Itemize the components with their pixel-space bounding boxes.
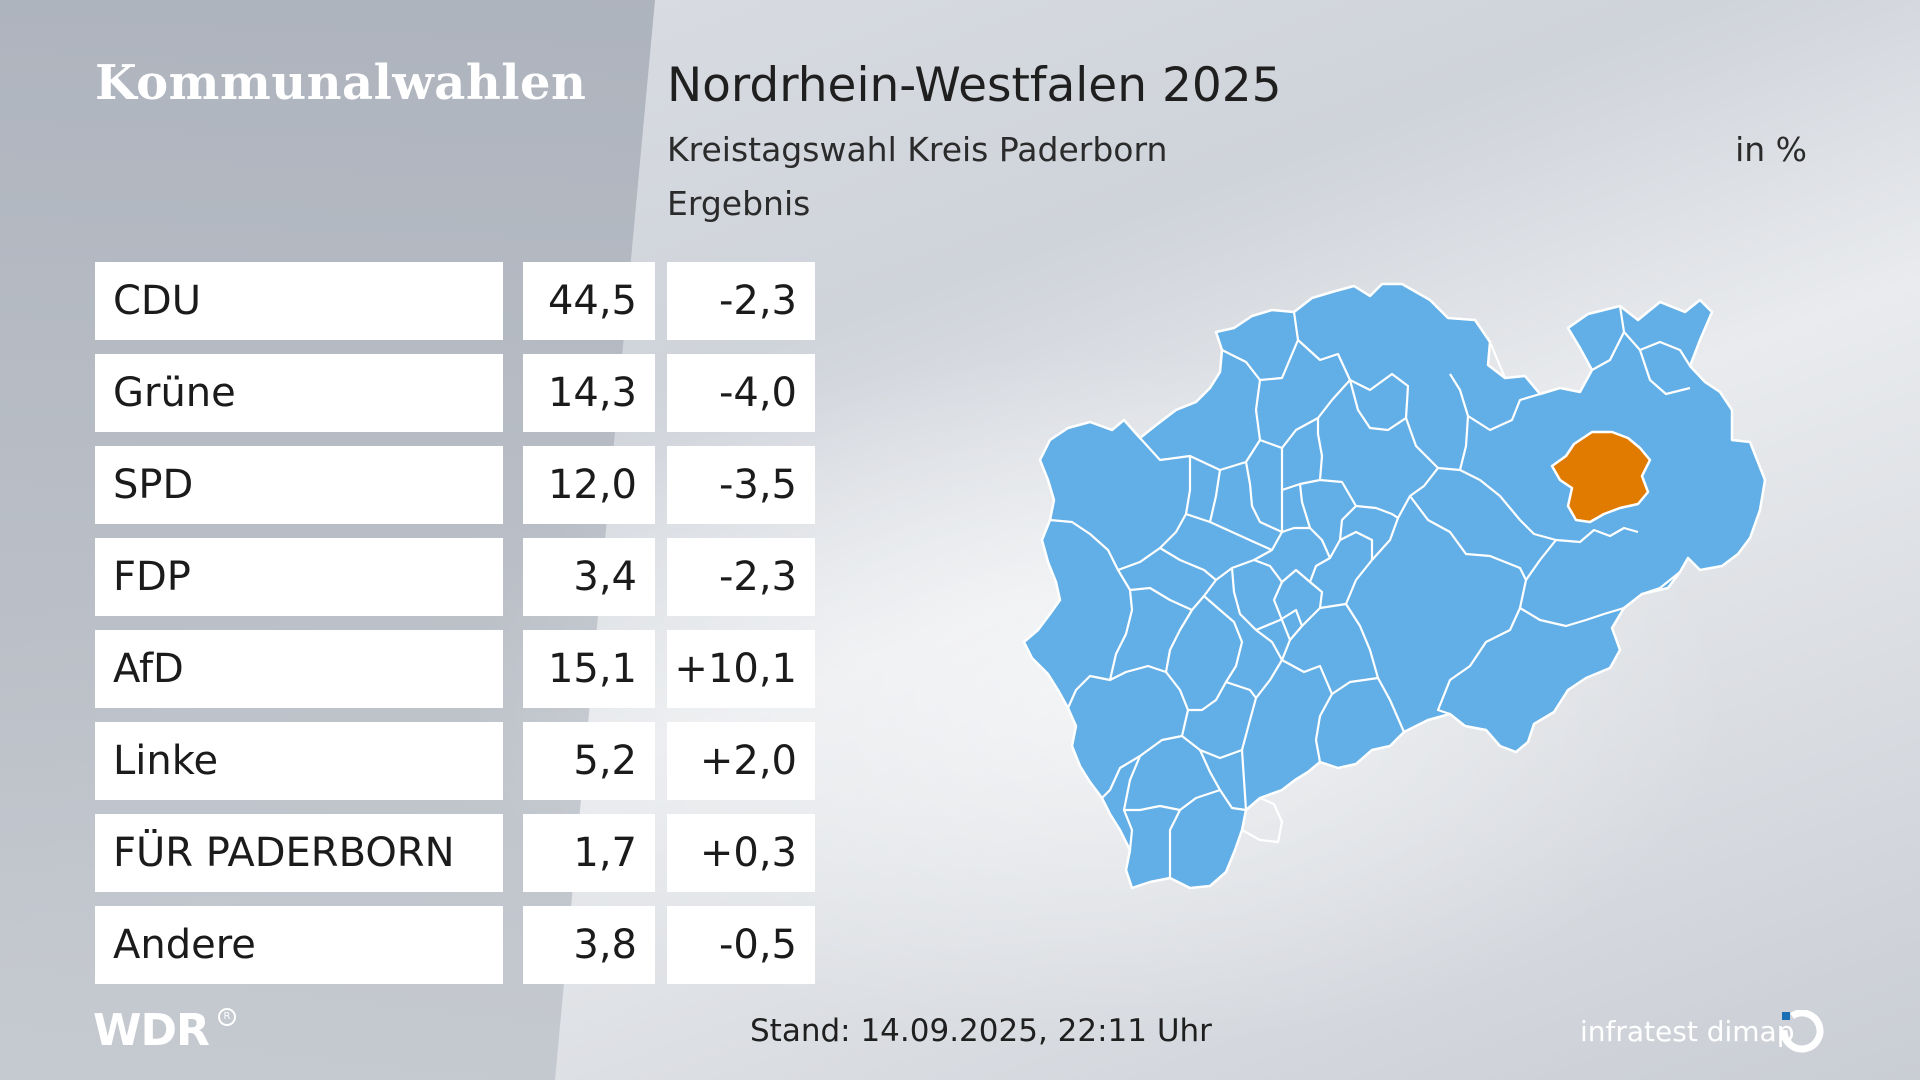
registered-mark-icon: R (218, 1008, 236, 1026)
table-row: FDP 3,4 -2,3 (95, 538, 815, 616)
table-row: CDU 44,5 -2,3 (95, 262, 815, 340)
chart-title: Nordrhein-Westfalen 2025 (667, 58, 1282, 113)
infratest-logo-icon (1780, 1010, 1824, 1053)
party-name: FDP (95, 538, 503, 616)
nrw-state-shape (1022, 282, 1767, 890)
party-name: AfD (95, 630, 503, 708)
party-name: CDU (95, 262, 503, 340)
table-row: AfD 15,1 +10,1 (95, 630, 815, 708)
party-result: 12,0 (523, 446, 655, 524)
party-change: -4,0 (667, 354, 815, 432)
party-result: 44,5 (523, 262, 655, 340)
timestamp: Stand: 14.09.2025, 22:11 Uhr (750, 1013, 1212, 1049)
chart-subtitle-result: Ergebnis (667, 184, 811, 223)
source-label: infratest dimap (1580, 1015, 1795, 1048)
table-row: Linke 5,2 +2,0 (95, 722, 815, 800)
table-row: SPD 12,0 -3,5 (95, 446, 815, 524)
party-result: 14,3 (523, 354, 655, 432)
paderborn-highlight (1550, 430, 1652, 524)
nrw-map (1022, 282, 1767, 890)
party-result: 1,7 (523, 814, 655, 892)
party-name: Linke (95, 722, 503, 800)
party-result: 5,2 (523, 722, 655, 800)
chart-subtitle: Kreistagswahl Kreis Paderborn (667, 130, 1168, 169)
party-change: -2,3 (667, 262, 815, 340)
party-name: Andere (95, 906, 503, 984)
party-change: +0,3 (667, 814, 815, 892)
wdr-logo: WDR (93, 1005, 210, 1056)
table-row: Andere 3,8 -0,5 (95, 906, 815, 984)
party-name: FÜR PADERBORN (95, 814, 503, 892)
party-change: -3,5 (667, 446, 815, 524)
party-result: 3,8 (523, 906, 655, 984)
party-change: -0,5 (667, 906, 815, 984)
table-row: FÜR PADERBORN 1,7 +0,3 (95, 814, 815, 892)
table-row: Grüne 14,3 -4,0 (95, 354, 815, 432)
unit-label: in % (1735, 130, 1807, 169)
party-change: +10,1 (667, 630, 815, 708)
party-name: SPD (95, 446, 503, 524)
party-change: +2,0 (667, 722, 815, 800)
nrw-outline (1022, 282, 1767, 890)
party-result: 3,4 (523, 538, 655, 616)
party-result: 15,1 (523, 630, 655, 708)
party-name: Grüne (95, 354, 503, 432)
district-borders (1049, 305, 1691, 878)
party-change: -2,3 (667, 538, 815, 616)
brand-title: Kommunalwahlen (95, 55, 587, 111)
